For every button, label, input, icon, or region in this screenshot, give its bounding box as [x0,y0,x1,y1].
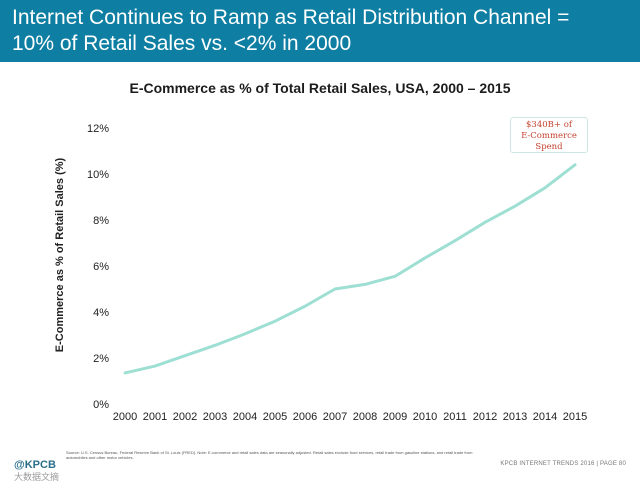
watermark-text: 大数据文摘 [14,470,59,483]
callout-annotation: $340B+ of E-Commerce Spend [510,117,588,153]
y-tick-label: 6% [93,261,109,273]
callout-line-1: $340B+ of [511,120,587,131]
callout-line-3: Spend [511,142,587,153]
x-tick-label: 2015 [563,411,587,423]
y-tick-label: 2% [93,353,109,365]
x-tick-label: 2012 [473,411,497,423]
x-tick-label: 2011 [443,411,467,423]
x-tick-label: 2008 [353,411,377,423]
x-tick-label: 2009 [383,411,407,423]
x-tick-label: 2002 [173,411,197,423]
x-tick-label: 2013 [503,411,527,423]
y-tick-label: 8% [93,215,109,227]
x-tick-label: 2001 [143,411,167,423]
y-tick-label: 0% [93,399,109,411]
y-tick-label: 12% [87,123,109,135]
x-tick-label: 2010 [413,411,437,423]
y-tick-label: 10% [87,169,109,181]
x-tick-label: 2000 [113,411,137,423]
y-axis-label: E-Commerce as % of Retail Sales (%) [54,158,66,352]
callout-line-2: E-Commerce [511,131,587,142]
x-tick-label: 2003 [203,411,227,423]
x-tick-label: 2007 [323,411,347,423]
x-tick-label: 2014 [533,411,557,423]
page-footer: KPCB INTERNET TRENDS 2016 | PAGE 80 [500,461,626,467]
series-line [125,165,575,373]
x-tick-label: 2005 [263,411,287,423]
x-tick-label: 2004 [233,411,257,423]
y-tick-label: 4% [93,307,109,319]
x-tick-label: 2006 [293,411,317,423]
source-note: Source: U.S. Census Bureau, Federal Rese… [66,450,486,460]
